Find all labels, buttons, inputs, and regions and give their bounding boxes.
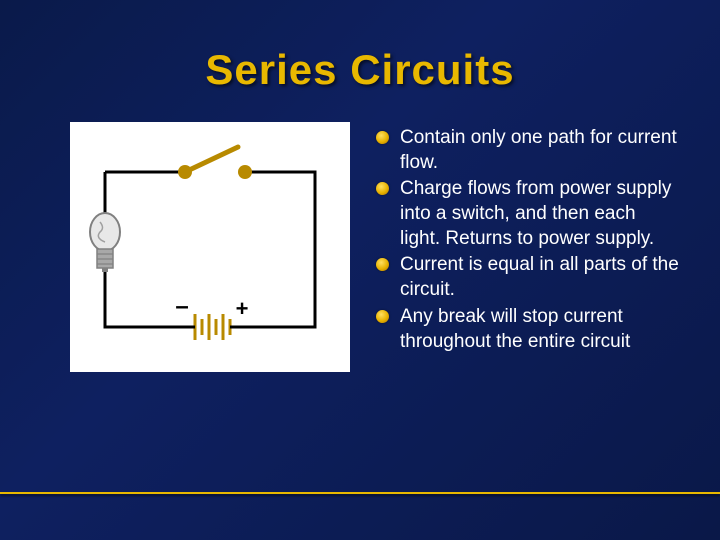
slide-title: Series Circuits [0, 0, 720, 94]
bullet-item: Current is equal in all parts of the cir… [374, 253, 680, 302]
switch-contact-right [238, 165, 252, 179]
content-row: – + Contain only one path for current fl… [0, 94, 720, 372]
light-bulb [90, 213, 120, 272]
circuit-diagram: – + [70, 122, 350, 372]
switch-arm [185, 147, 238, 172]
bullet-list: Contain only one path for current flow. … [374, 122, 680, 372]
bottom-rule [0, 492, 720, 494]
circuit-diagram-container: – + [70, 122, 350, 372]
bullet-item: Any break will stop current throughout t… [374, 305, 680, 354]
bullet-item: Contain only one path for current flow. [374, 126, 680, 175]
battery-plus-label: + [236, 296, 249, 321]
battery [188, 314, 236, 340]
bullet-item: Charge flows from power supply into a sw… [374, 177, 680, 251]
battery-minus-label: – [175, 293, 188, 320]
